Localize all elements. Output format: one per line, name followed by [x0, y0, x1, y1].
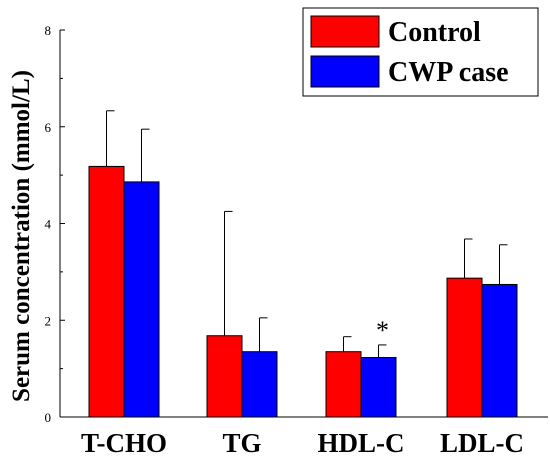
bar-cwp-case-tg: [241, 351, 278, 418]
x-category-label: HDL-C: [318, 428, 405, 458]
bar-control-t-cho: [88, 165, 125, 418]
bar-control-ldl-c: [446, 277, 483, 418]
y-tick-label: 8: [45, 23, 52, 38]
bar-control-hdl-c: [325, 351, 362, 418]
y-tick-label: 6: [45, 120, 52, 135]
legend-label: CWP case: [388, 57, 509, 88]
bar-cwp-case-hdl-c: [360, 356, 397, 418]
legend-swatch-cwp-case: [310, 55, 380, 88]
y-tick-label: 0: [45, 410, 52, 425]
bar-control-tg: [206, 335, 243, 418]
significance-marker: *: [376, 316, 389, 345]
y-tick-label: 4: [45, 217, 52, 232]
y-axis-label: Serum concentration (mmol/L): [8, 70, 35, 402]
y-tick-label: 2: [45, 313, 52, 328]
x-category-label: T-CHO: [81, 428, 167, 458]
legend-label: Control: [388, 17, 481, 48]
bar-cwp-case-ldl-c: [481, 283, 518, 418]
bar-cwp-case-t-cho: [123, 181, 160, 418]
x-category-label: TG: [222, 428, 261, 458]
x-category-label: LDL-C: [440, 428, 524, 458]
legend-swatch-control: [310, 15, 380, 48]
